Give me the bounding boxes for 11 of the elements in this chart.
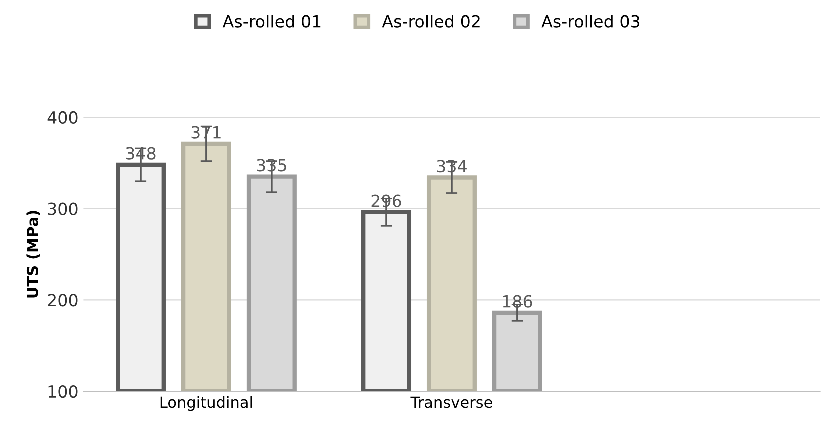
y-tick-label: 300 bbox=[48, 202, 78, 216]
legend-label: As-rolled 01 bbox=[222, 15, 321, 28]
legend-label: As-rolled 02 bbox=[382, 15, 480, 28]
y-axis-title: UTS (MPa) bbox=[26, 211, 40, 298]
legend-label: As-rolled 03 bbox=[542, 15, 640, 28]
x-tick-label: Transverse bbox=[410, 396, 492, 408]
x-tick-label: Longitudinal bbox=[160, 396, 252, 412]
data-label: 186 bbox=[503, 295, 532, 308]
y-tick-label: 400 bbox=[48, 111, 78, 124]
y-tick-label: 200 bbox=[48, 294, 78, 307]
y-tick-label: 100 bbox=[48, 385, 78, 398]
